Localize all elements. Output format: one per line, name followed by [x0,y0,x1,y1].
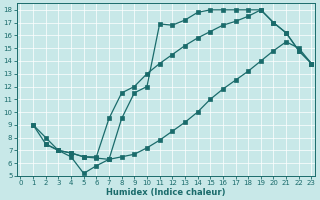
X-axis label: Humidex (Indice chaleur): Humidex (Indice chaleur) [106,188,226,197]
